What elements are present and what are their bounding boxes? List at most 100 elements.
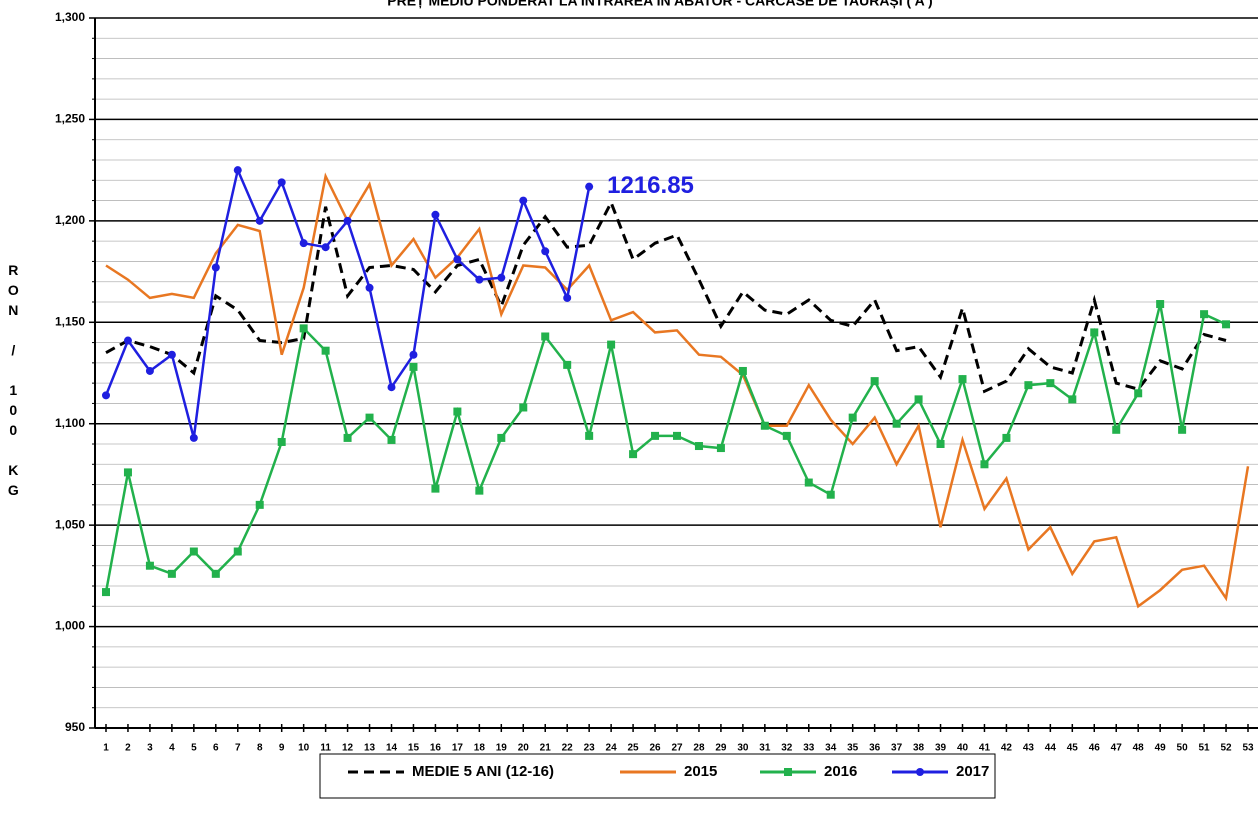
marker xyxy=(299,324,308,333)
x-tick-label: 48 xyxy=(1133,743,1145,754)
marker xyxy=(629,450,638,459)
x-tick-label: 14 xyxy=(386,743,398,754)
marker xyxy=(321,346,330,355)
marker xyxy=(1046,379,1055,388)
marker xyxy=(958,375,967,384)
legend-marker xyxy=(784,768,792,776)
marker xyxy=(1156,300,1165,309)
data-label: 1216.85 xyxy=(607,172,694,199)
marker xyxy=(651,431,660,440)
marker xyxy=(585,182,594,191)
x-tick-label: 27 xyxy=(671,743,683,754)
marker xyxy=(1112,425,1121,434)
marker xyxy=(541,247,550,256)
x-tick-label: 19 xyxy=(496,743,508,754)
x-tick-label: 53 xyxy=(1242,743,1254,754)
marker xyxy=(1002,433,1011,442)
marker xyxy=(365,283,374,292)
marker xyxy=(255,216,264,225)
marker xyxy=(453,407,462,416)
marker xyxy=(519,403,528,412)
x-tick-label: 26 xyxy=(649,743,661,754)
y-tick-label: 1,150 xyxy=(55,314,85,328)
x-tick-label: 49 xyxy=(1155,743,1167,754)
x-tick-label: 33 xyxy=(803,743,815,754)
marker xyxy=(497,273,506,282)
x-tick-label: 17 xyxy=(452,743,464,754)
x-tick-label: 52 xyxy=(1220,743,1232,754)
x-tick-label: 1 xyxy=(103,743,109,754)
marker xyxy=(1090,328,1099,337)
y-axis-label: RON / 100 KG xyxy=(5,262,21,502)
marker xyxy=(782,431,791,440)
marker xyxy=(211,263,220,272)
x-tick-label: 45 xyxy=(1067,743,1079,754)
y-tick-label: 1,000 xyxy=(55,619,85,633)
x-tick-label: 24 xyxy=(606,743,618,754)
marker xyxy=(936,440,945,448)
x-tick-label: 15 xyxy=(408,743,420,754)
marker xyxy=(431,210,440,219)
legend: MEDIE 5 ANI (12-16) 2015 2016 2017 xyxy=(319,753,996,799)
marker xyxy=(343,433,352,442)
x-tick-label: 16 xyxy=(430,743,442,754)
marker xyxy=(102,391,110,400)
x-tick-label: 28 xyxy=(693,743,705,754)
marker xyxy=(1068,395,1077,404)
x-tick-label: 6 xyxy=(213,743,219,754)
marker xyxy=(870,377,879,386)
marker xyxy=(980,460,989,469)
marker xyxy=(453,255,462,264)
marker xyxy=(409,350,418,359)
x-tick-label: 22 xyxy=(562,743,574,754)
marker xyxy=(167,569,176,578)
marker xyxy=(255,500,264,509)
x-tick-label: 47 xyxy=(1111,743,1123,754)
x-tick-label: 40 xyxy=(957,743,969,754)
y-tick-label: 950 xyxy=(65,720,85,734)
x-tick-label: 31 xyxy=(759,743,771,754)
x-tick-label: 43 xyxy=(1023,743,1035,754)
x-tick-label: 37 xyxy=(891,743,903,754)
legend-label: 2016 xyxy=(824,763,857,780)
marker xyxy=(387,435,396,444)
marker xyxy=(299,239,308,248)
x-tick-label: 30 xyxy=(737,743,749,754)
marker xyxy=(848,413,857,422)
marker xyxy=(563,360,572,369)
marker xyxy=(211,569,220,578)
y-tick-label: 1,250 xyxy=(55,112,85,126)
marker xyxy=(673,431,681,440)
y-tick-label: 1,050 xyxy=(55,517,85,531)
marker xyxy=(519,196,528,205)
legend-marker xyxy=(916,768,924,776)
marker xyxy=(804,478,813,487)
marker xyxy=(167,350,176,359)
marker xyxy=(892,419,901,428)
x-tick-label: 38 xyxy=(913,743,925,754)
marker xyxy=(387,383,396,392)
marker xyxy=(716,444,725,453)
x-tick-label: 25 xyxy=(628,743,640,754)
marker xyxy=(563,293,572,302)
x-tick-label: 20 xyxy=(518,743,530,754)
x-tick-label: 42 xyxy=(1001,743,1013,754)
series-line xyxy=(105,172,1250,609)
x-tick-label: 9 xyxy=(279,743,285,754)
marker xyxy=(145,366,154,375)
x-tick-label: 44 xyxy=(1045,743,1057,754)
x-tick-label: 39 xyxy=(935,743,947,754)
series-line xyxy=(104,166,591,439)
series-line xyxy=(105,198,1227,394)
legend-label: 2015 xyxy=(684,763,717,780)
marker xyxy=(123,336,132,345)
marker xyxy=(365,413,374,422)
x-tick-label: 34 xyxy=(825,743,837,754)
marker xyxy=(145,561,154,570)
x-tick-label: 11 xyxy=(320,743,331,754)
x-tick-label: 18 xyxy=(474,743,486,754)
marker xyxy=(541,332,550,341)
marker xyxy=(1178,425,1187,434)
x-tick-label: 12 xyxy=(342,743,354,754)
